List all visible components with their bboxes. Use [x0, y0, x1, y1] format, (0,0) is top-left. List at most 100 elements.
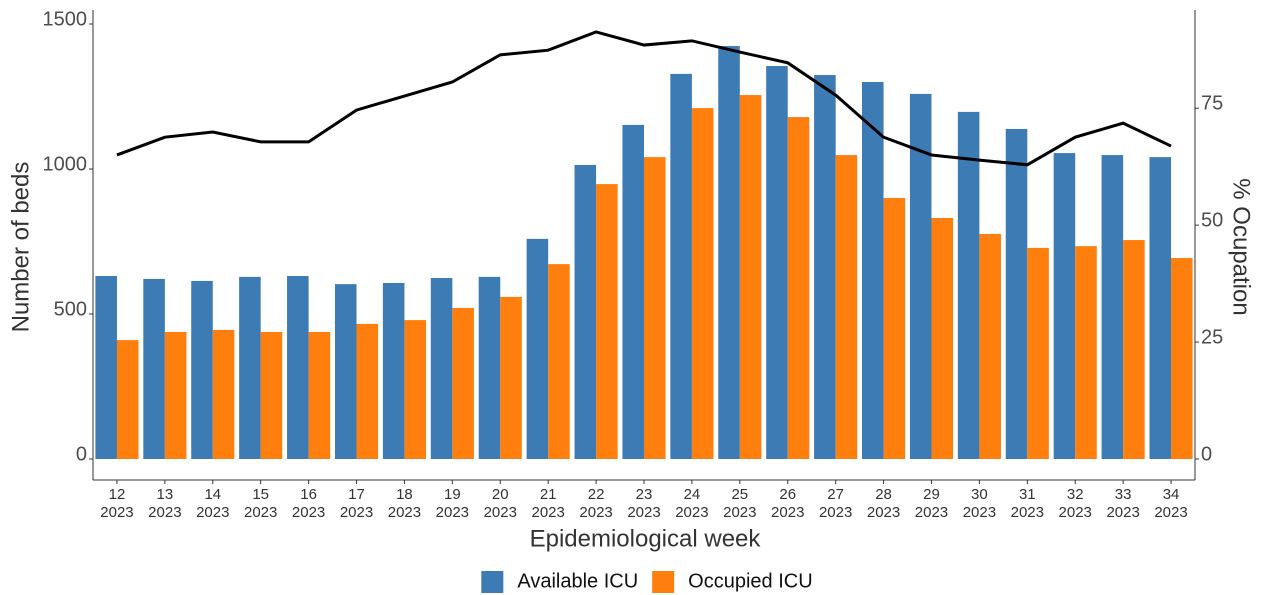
legend-label: Occupied ICU: [688, 570, 813, 592]
bar: [95, 276, 117, 459]
legend-label: Available ICU: [517, 570, 638, 592]
bar: [1075, 246, 1097, 459]
bar: [164, 331, 187, 459]
bar: [787, 117, 810, 459]
x-tick-label: 12: [109, 486, 126, 503]
x-tick-label: 2023: [340, 504, 373, 521]
x-tick-label: 30: [971, 486, 988, 503]
x-tick-label: 34: [1163, 486, 1180, 503]
x-tick-label: 20: [492, 486, 509, 503]
line: [116, 30, 1172, 167]
x-tick-label: 2023: [100, 504, 133, 521]
x-tick-label: 27: [827, 486, 844, 503]
bar: [260, 331, 283, 459]
x-tick-label: 2023: [292, 504, 325, 521]
x-tick-label: 33: [1115, 486, 1132, 503]
bar: [1171, 258, 1193, 459]
x-tick-label: 2023: [196, 504, 229, 521]
y2-tick-label: 75: [1201, 92, 1223, 114]
x-tick-label: 23: [636, 486, 653, 503]
x-tick-label: 2023: [723, 504, 756, 521]
x-tick-label: 2023: [819, 504, 852, 521]
x-tick-label: 17: [348, 486, 365, 503]
bar: [931, 218, 954, 459]
x-tick-label: 2023: [531, 504, 564, 521]
bar: [1005, 128, 1028, 460]
x-tick-label: 2023: [1106, 504, 1139, 521]
bar: [1027, 247, 1049, 459]
x-tick-label: 19: [444, 486, 461, 503]
bar: [1101, 155, 1124, 459]
y-tick-label: 1000: [43, 153, 88, 175]
x-tick-label: 22: [588, 486, 605, 503]
x-tick-label: 26: [779, 486, 796, 503]
x-tick-label: 2023: [436, 504, 469, 521]
x-tick-label: 2023: [148, 504, 181, 521]
bar: [883, 198, 906, 459]
bar: [957, 111, 980, 460]
bar: [430, 278, 453, 459]
x-tick-label: 2023: [388, 504, 421, 521]
bar: [308, 331, 331, 459]
x-tick-label: 21: [540, 486, 557, 503]
x-tick-label: 2023: [579, 504, 612, 521]
bar: [909, 93, 932, 459]
bar: [143, 278, 165, 459]
x-tick-label: 28: [875, 486, 892, 503]
x-tick-label: 29: [923, 486, 940, 503]
bar: [382, 282, 405, 459]
x-tick-label: 2023: [244, 504, 277, 521]
y2-tick-label: 25: [1201, 326, 1223, 348]
bar: [1053, 153, 1076, 460]
bar: [835, 155, 858, 459]
bar: [116, 340, 139, 459]
x-tick-label: 2023: [963, 504, 996, 521]
bar: [574, 164, 597, 459]
bar: [239, 276, 261, 459]
bar: [548, 264, 570, 459]
bar: [718, 46, 740, 459]
bar: [334, 284, 357, 459]
legend: Available ICU Occupied ICU: [481, 570, 813, 593]
x-tick-label: 2023: [1011, 504, 1044, 521]
bar: [862, 82, 884, 459]
y2-axis-title: % Ocupation: [1228, 178, 1255, 315]
bar: [739, 95, 762, 460]
x-axis-title: Epidemiological week: [530, 525, 762, 552]
x-tick-label: 2023: [771, 504, 804, 521]
bar: [500, 296, 522, 459]
bar: [212, 329, 235, 459]
x-tick-label: 14: [204, 486, 221, 503]
x-tick-label: 25: [731, 486, 748, 503]
x-tick-label: 24: [684, 486, 701, 503]
x-tick-label: 2023: [1059, 504, 1092, 521]
bar: [979, 233, 1001, 459]
x-tick-label: 2023: [675, 504, 708, 521]
x-tick-label: 2023: [627, 504, 660, 521]
x-tick-label: 16: [300, 486, 317, 503]
bar: [404, 320, 426, 459]
bar: [596, 184, 618, 459]
bar: [356, 323, 379, 459]
y-axis-title: Number of beds: [7, 162, 34, 333]
x-tick-label: 18: [396, 486, 413, 503]
bar: [478, 276, 501, 459]
x-tick-label: 2023: [915, 504, 948, 521]
bar: [452, 307, 474, 459]
y-tick-label: 500: [54, 298, 87, 320]
y-tick-label: 1500: [43, 8, 88, 30]
legend-swatch: [652, 571, 675, 593]
x-tick-label: 31: [1019, 486, 1036, 503]
x-tick-label: 2023: [867, 504, 900, 521]
bar: [622, 124, 644, 460]
x-tick-label: 2023: [484, 504, 517, 521]
bar: [1123, 240, 1145, 459]
bar: [814, 75, 836, 459]
bar: [691, 108, 714, 459]
x-tick-label: 2023: [1154, 504, 1187, 521]
bar: [526, 238, 549, 459]
x-tick-label: 13: [157, 486, 174, 503]
bar: [287, 276, 309, 459]
x-tick-label: 15: [252, 486, 269, 503]
